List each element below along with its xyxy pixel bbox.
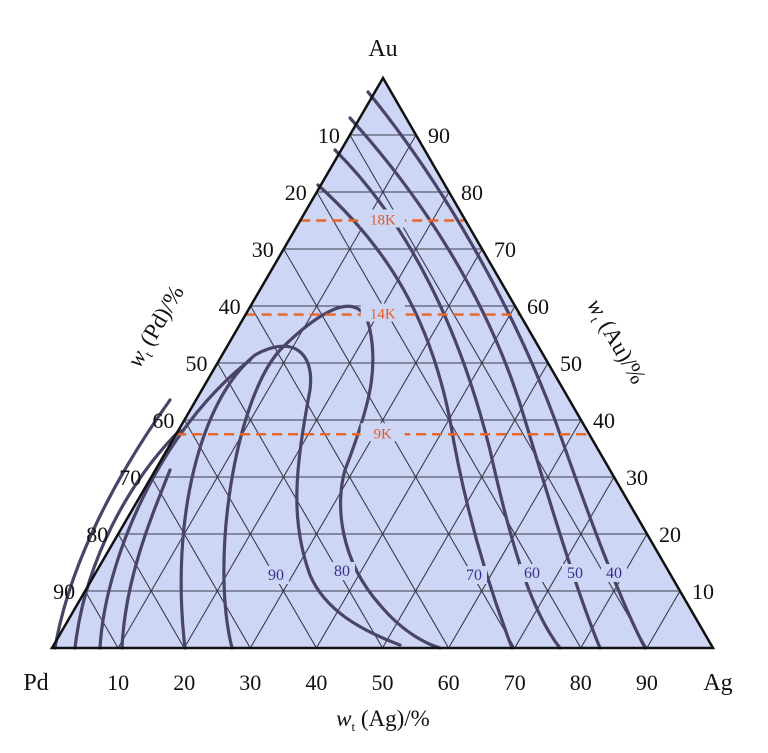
right-tick-label: 70: [494, 237, 516, 262]
contour-label-bg: [461, 566, 487, 584]
contour-label-bg: [562, 564, 588, 582]
right-tick-label: 90: [428, 123, 450, 148]
contour-curve: [222, 304, 442, 650]
grid-lines: [84, 134, 681, 649]
right-tick-label: 30: [626, 465, 648, 490]
contour-label: 80: [334, 563, 350, 580]
grid-line-pd: [117, 533, 185, 649]
right-axis-title: wt (Au)/%: [580, 294, 651, 389]
left-tick-label: 30: [252, 237, 274, 262]
left-axis-title: wt (Pd)/%: [122, 281, 191, 373]
karat-label: 14K: [370, 307, 396, 323]
grid-line-pd: [150, 476, 251, 649]
left-tick-label: 40: [219, 294, 241, 319]
contour-curve: [366, 90, 647, 650]
karat-label: 18K: [370, 213, 396, 229]
contour-label: 50: [567, 565, 583, 582]
left-tick-label: 80: [86, 522, 108, 547]
left-tick-label: 60: [152, 408, 174, 433]
contour-curve: [73, 428, 182, 650]
vertex-au-label: Au: [368, 36, 397, 62]
bottom-tick-label: 20: [173, 670, 195, 695]
karat-label-bg: [360, 209, 405, 228]
bottom-tick-label: 60: [438, 670, 460, 695]
bottom-tick-label: 70: [504, 670, 526, 695]
right-tick-label: 80: [461, 180, 483, 205]
bottom-axis-title: wt (Ag)/%: [336, 706, 430, 734]
triangle-border: [49, 75, 716, 650]
left-tick-label: 50: [186, 351, 208, 376]
contour-curves: [53, 90, 647, 650]
contour-curve: [120, 468, 172, 650]
contour-curve: [53, 398, 172, 650]
left-tick-label: 10: [318, 123, 340, 148]
vertex-ag-label: Ag: [703, 670, 732, 696]
grid-line-ag: [382, 362, 549, 649]
grid-line-pd: [217, 362, 383, 649]
karat-label-bg: [360, 423, 405, 442]
contour-labels: 90 80 70 60 50 40: [263, 562, 627, 584]
contour-label-bg: [263, 566, 289, 584]
right-tick-label: 50: [560, 351, 582, 376]
grid-line-ag: [646, 590, 681, 649]
right-tick-label: 60: [527, 294, 549, 319]
karat-label: 9K: [374, 426, 393, 442]
right-tick-label: 20: [659, 522, 681, 547]
bottom-tick-label: 80: [570, 670, 592, 695]
karat-labels: 18K 14K 9K: [360, 209, 405, 442]
karat-label-bg: [360, 303, 405, 322]
contour-label-bg: [519, 564, 545, 582]
right-tick-label: 40: [593, 408, 615, 433]
bottom-tick-label: 10: [107, 670, 129, 695]
contour-curve: [348, 116, 602, 650]
grid-line-ag: [514, 476, 615, 649]
contour-label: 90: [268, 567, 284, 584]
contour-label: 60: [524, 565, 540, 582]
grid-line-pd: [183, 419, 317, 649]
contour-label: 40: [606, 565, 622, 582]
contour-label-bg: [601, 564, 627, 582]
bottom-tick-label: 50: [372, 670, 394, 695]
left-tick-label: 20: [285, 180, 307, 205]
bottom-tick-label: 40: [305, 670, 327, 695]
vertex-pd-label: Pd: [23, 670, 48, 696]
right-tick-label: 10: [692, 579, 714, 604]
left-tick-label: 90: [53, 579, 75, 604]
grid-line-ag: [448, 419, 582, 649]
contour-label-bg: [329, 562, 355, 580]
contour-curve: [179, 344, 402, 650]
bottom-tick-label: 30: [239, 670, 261, 695]
tick-labels: 10 20 30 40 50 60 70 80 90 10 20 30 40 50 60 70 80 90 90 80…: [53, 123, 714, 695]
contour-curve: [316, 183, 514, 650]
bottom-tick-label: 90: [636, 670, 658, 695]
contour-curve: [98, 358, 252, 650]
left-tick-label: 70: [119, 465, 141, 490]
contour-label: 70: [466, 567, 482, 584]
